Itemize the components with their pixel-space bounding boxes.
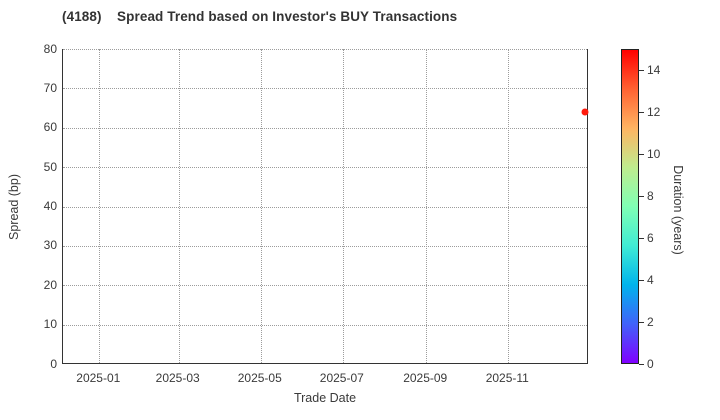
gridline-vertical	[508, 49, 510, 363]
gridline-horizontal	[63, 324, 587, 326]
gridline-horizontal	[63, 245, 587, 247]
y-tick-label: 40	[43, 199, 57, 213]
gridline-vertical	[178, 49, 180, 363]
y-tick-label: 80	[43, 41, 57, 56]
colorbar-tick-label: 2	[647, 314, 654, 329]
colorbar-label: Duration (years)	[671, 165, 685, 255]
colorbar-tick-mark	[639, 112, 644, 113]
colorbar-tick-mark	[639, 364, 644, 365]
x-tick-label: 2025-09	[403, 371, 448, 385]
y-tick-label: 60	[43, 120, 57, 135]
y-tick-label: 50	[43, 159, 57, 174]
colorbar-tick-mark	[639, 196, 644, 197]
colorbar-tick-mark	[639, 280, 644, 281]
y-tick-label: 20	[43, 277, 57, 292]
gridline-horizontal	[63, 206, 587, 208]
colorbar-tick-label: 14	[647, 62, 661, 77]
colorbar-tick-mark	[639, 70, 644, 71]
colorbar-tick-mark	[639, 238, 644, 239]
gridline-vertical	[99, 49, 101, 363]
gridline-vertical	[426, 49, 428, 363]
x-tick-label: 2025-01	[76, 371, 121, 385]
colorbar-tick-label: 6	[647, 230, 654, 245]
gridline-horizontal	[63, 167, 587, 169]
colorbar-tick-mark	[639, 322, 644, 323]
gridline-horizontal	[63, 88, 587, 90]
x-axis-label: Trade Date	[293, 391, 357, 405]
colorbar-tick-label: 10	[647, 146, 661, 161]
y-tick-label: 10	[43, 317, 57, 332]
data-point	[581, 108, 589, 116]
gridline-vertical	[342, 49, 344, 363]
x-tick-label: 2025-07	[319, 371, 364, 385]
chart-title: (4188) Spread Trend based on Investor's …	[62, 9, 458, 24]
gridline-horizontal	[63, 49, 587, 50]
x-tick-label: 2025-11	[485, 371, 529, 385]
gridline-vertical	[260, 49, 262, 363]
y-tick-label: 30	[43, 238, 57, 253]
gridline-horizontal	[63, 127, 587, 129]
x-tick-label: 2025-05	[237, 371, 282, 385]
y-tick-label: 70	[43, 80, 57, 95]
gridline-horizontal	[63, 285, 587, 287]
colorbar-tick-label: 4	[647, 272, 654, 287]
colorbar-tick-mark	[639, 154, 644, 155]
plot-area	[62, 49, 589, 364]
colorbar-tick-label: 12	[647, 104, 661, 119]
colorbar	[621, 49, 639, 364]
x-tick-label: 2025-03	[155, 371, 200, 385]
colorbar-tick-label: 8	[647, 188, 654, 203]
colorbar-tick-label: 0	[647, 356, 654, 371]
y-tick-label: 0	[50, 356, 57, 371]
